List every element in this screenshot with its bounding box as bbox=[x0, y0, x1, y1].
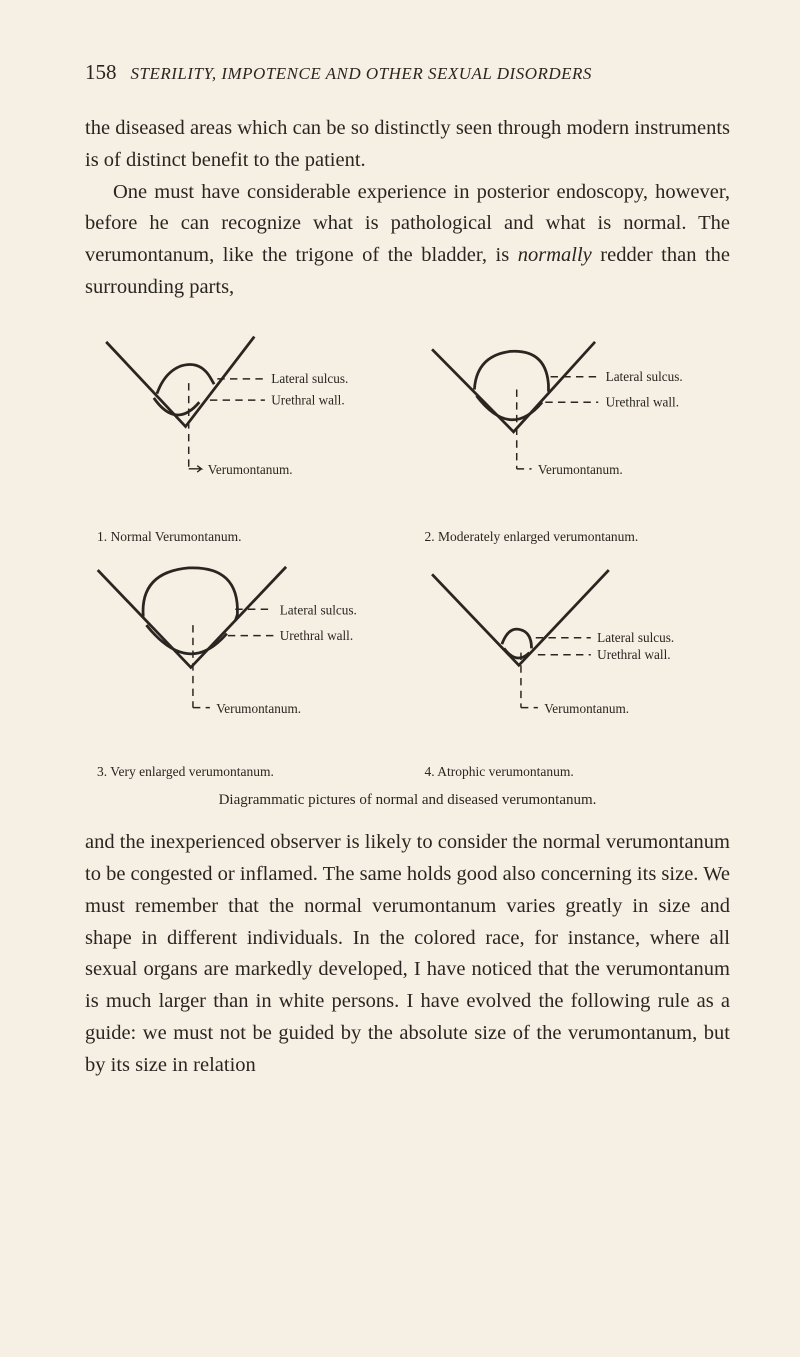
caption-1: 1. Normal Verumontanum. bbox=[85, 529, 403, 545]
chapter-title: STERILITY, IMPOTENCE AND OTHER SEXUAL DI… bbox=[131, 64, 592, 84]
body-text-top: the diseased areas which can be so disti… bbox=[85, 113, 730, 304]
page-header: 158 STERILITY, IMPOTENCE AND OTHER SEXUA… bbox=[85, 60, 730, 85]
paragraph-1: the diseased areas which can be so disti… bbox=[85, 113, 730, 177]
body-text-bottom: and the inexperienced observer is likely… bbox=[85, 827, 730, 1081]
diagram-3: Lateral sulcus. Urethral wall. Verumonta… bbox=[85, 551, 403, 781]
label-verumontanum: Verumontanum. bbox=[544, 701, 629, 716]
diagram-grid: Lateral sulcus. Urethral wall. Verumonta… bbox=[85, 326, 730, 814]
diagram-1-svg: Lateral sulcus. Urethral wall. Verumonta… bbox=[85, 326, 403, 527]
label-lateral-sulcus: Lateral sulcus. bbox=[605, 369, 682, 384]
label-urethral-wall: Urethral wall. bbox=[605, 394, 678, 409]
summary-caption: Diagrammatic pictures of normal and dise… bbox=[85, 792, 730, 809]
label-urethral-wall: Urethral wall. bbox=[280, 628, 353, 643]
label-lateral-sulcus: Lateral sulcus. bbox=[597, 630, 674, 645]
paragraph-2: One must have considerable experience in… bbox=[85, 177, 730, 304]
diagram-4: Lateral sulcus. Urethral wall. Verumonta… bbox=[413, 551, 731, 781]
caption-2: 2. Moderately enlarged verumontanum. bbox=[413, 529, 731, 545]
paragraph-3: and the inexperienced observer is likely… bbox=[85, 827, 730, 1081]
label-urethral-wall: Urethral wall. bbox=[271, 392, 344, 407]
label-verumontanum: Verumontanum. bbox=[208, 462, 293, 477]
label-lateral-sulcus: Lateral sulcus. bbox=[280, 602, 357, 617]
label-lateral-sulcus: Lateral sulcus. bbox=[271, 371, 348, 386]
label-verumontanum: Verumontanum. bbox=[537, 462, 622, 477]
caption-4: 4. Atrophic verumontanum. bbox=[413, 764, 731, 780]
caption-3: 3. Very enlarged verumontanum. bbox=[85, 764, 403, 780]
diagram-3-svg: Lateral sulcus. Urethral wall. Verumonta… bbox=[85, 551, 403, 763]
label-urethral-wall: Urethral wall. bbox=[597, 647, 670, 662]
page-number: 158 bbox=[85, 60, 117, 85]
diagram-2-svg: Lateral sulcus. Urethral wall. Verumonta… bbox=[413, 326, 731, 527]
diagram-2: Lateral sulcus. Urethral wall. Verumonta… bbox=[413, 326, 731, 545]
diagram-4-svg: Lateral sulcus. Urethral wall. Verumonta… bbox=[413, 551, 731, 763]
label-verumontanum: Verumontanum. bbox=[216, 701, 301, 716]
p2-italic: normally bbox=[518, 244, 592, 266]
diagram-1: Lateral sulcus. Urethral wall. Verumonta… bbox=[85, 326, 403, 545]
